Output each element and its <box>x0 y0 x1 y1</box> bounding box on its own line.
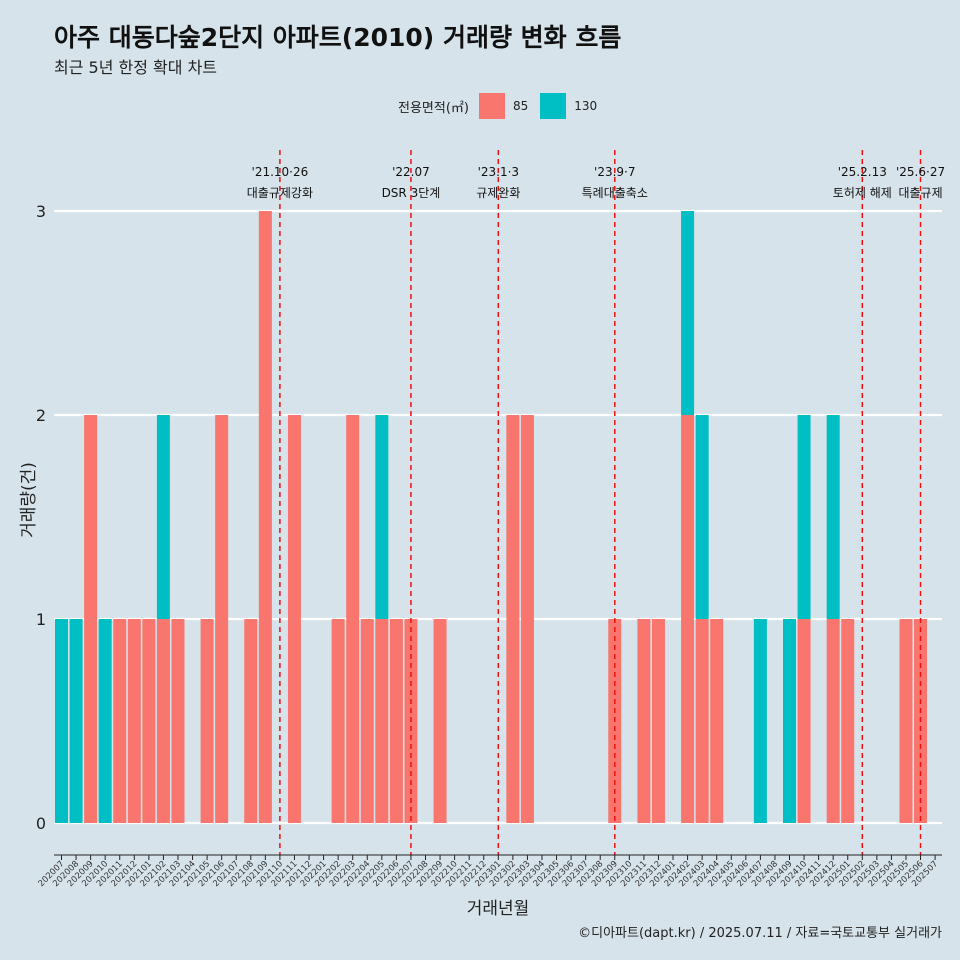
bar-202206-85 <box>389 619 403 823</box>
caption: ©디아파트(dapt.kr) / 2025.07.11 / 자료=국토교통부 실… <box>578 926 942 941</box>
bar-202204-85 <box>360 619 374 823</box>
event-date-202110: '21.10·26 <box>252 165 309 179</box>
event-date-202309: '23.9·7 <box>594 165 635 179</box>
bar-202209-85 <box>433 619 447 823</box>
bar-202111-85 <box>287 415 301 823</box>
bar-202407-130 <box>753 619 767 823</box>
bar-202402-85 <box>681 415 695 823</box>
bar-202505-85 <box>899 619 913 823</box>
bar-202108-85 <box>244 619 258 823</box>
bar-202203-85 <box>346 415 360 823</box>
bar-202205-130 <box>375 415 389 619</box>
y-axis-title: 거래량(건) <box>19 462 39 538</box>
bar-202103-85 <box>171 619 185 823</box>
legend-title: 전용면적(㎡) <box>398 100 469 116</box>
bar-202101-85 <box>142 619 156 823</box>
legend: 전용면적(㎡) 85 130 <box>398 93 609 119</box>
bar-202011-85 <box>113 619 127 823</box>
event-label-202502: 토허제 해제 <box>833 186 892 200</box>
y-tick-label: 2 <box>36 406 46 425</box>
y-tick-label: 3 <box>36 202 46 221</box>
y-tick-label: 0 <box>36 814 46 833</box>
event-date-202502: '25.2.13 <box>838 165 887 179</box>
bars <box>55 211 928 823</box>
bar-202102-130 <box>156 415 170 619</box>
bar-202403-85 <box>695 619 709 823</box>
legend-label-130: 130 <box>574 99 598 113</box>
legend-label-85: 85 <box>512 99 529 113</box>
bar-202007-130 <box>55 619 68 823</box>
bar-202410-130 <box>797 415 811 619</box>
bar-202303-85 <box>520 415 534 823</box>
bar-202312-85 <box>651 619 665 823</box>
bar-202403-130 <box>695 415 709 619</box>
bar-202402-130 <box>681 211 695 415</box>
bar-202109-85 <box>258 211 272 823</box>
event-date-202301: '23.1·3 <box>478 165 519 179</box>
bar-202311-85 <box>637 619 651 823</box>
x-axis-title: 거래년월 <box>467 899 530 919</box>
legend-key-130 <box>540 93 567 119</box>
bar-202008-130 <box>69 619 83 823</box>
event-lines: '21.10·26 대출규제강화 '22.07 DSR 3단계 '23.1·3 규제완화 '… <box>247 150 945 855</box>
bar-202012-85 <box>127 619 141 823</box>
bar-202102-85 <box>156 619 170 823</box>
y-tick-label: 1 <box>36 610 46 629</box>
bar-202009-85 <box>84 415 98 823</box>
event-label-202207: DSR 3단계 <box>382 186 441 200</box>
bar-202202-85 <box>331 619 345 823</box>
bar-202302-85 <box>506 415 520 823</box>
event-date-202506: '25.6·27 <box>896 165 945 179</box>
bar-202404-85 <box>710 619 724 823</box>
event-label-202301: 규제완화 <box>476 186 520 200</box>
bar-202010-130 <box>98 619 112 823</box>
x-axis: 2020072020082020092020102020112020122021… <box>37 854 942 889</box>
legend-key-85 <box>478 93 505 119</box>
event-label-202110: 대출규제강화 <box>247 186 313 200</box>
bar-202105-85 <box>200 619 214 823</box>
bar-202412-130 <box>826 415 840 619</box>
chart-subtitle: 최근 5년 한정 확대 차트 <box>54 58 218 77</box>
bar-202410-85 <box>797 619 811 823</box>
event-label-202506: 대출규제 <box>898 186 942 200</box>
bar-202409-130 <box>783 619 796 823</box>
chart-title: 아주 대동다숲2단지 아파트(2010) 거래량 변화 흐름 <box>54 23 622 52</box>
bar-202412-85 <box>826 619 840 823</box>
bar-202106-85 <box>215 415 229 823</box>
bar-202205-85 <box>375 619 389 823</box>
y-axis: 0 1 2 3 <box>36 202 46 833</box>
event-date-202207: '22.07 <box>392 165 430 179</box>
bar-202501-85 <box>841 619 855 823</box>
event-label-202309: 특례대출축소 <box>582 186 648 200</box>
